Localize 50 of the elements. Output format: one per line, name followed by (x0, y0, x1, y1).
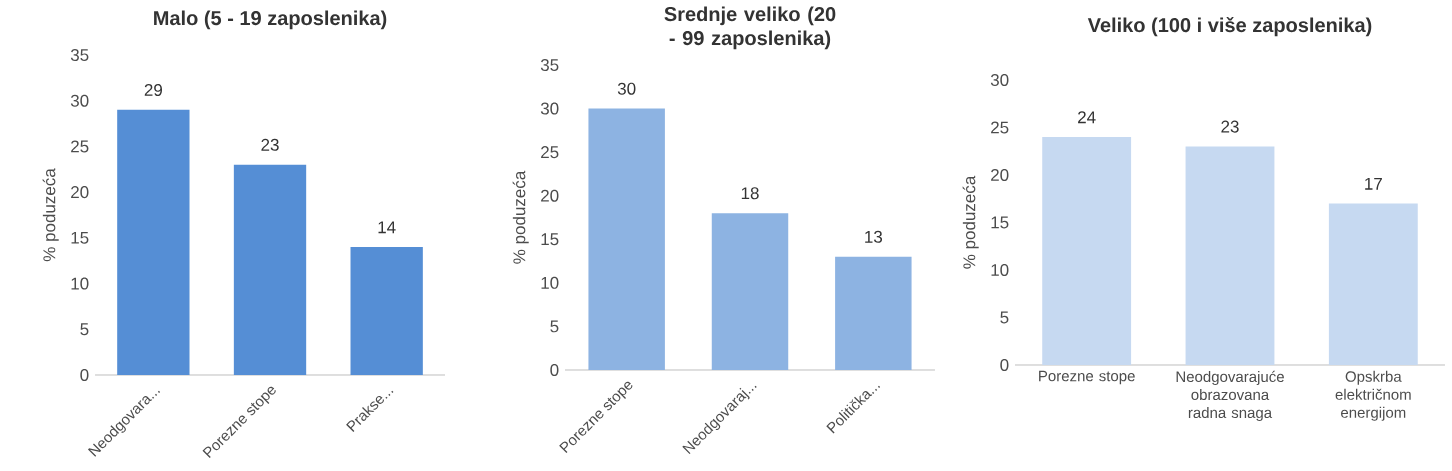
y-tick-label: 0 (1000, 358, 1009, 372)
bar (1185, 146, 1275, 365)
data-label: 24 (1078, 111, 1096, 124)
bar (1328, 203, 1418, 365)
x-tick-label: Porezne stope (1039, 370, 1135, 385)
bar (350, 246, 423, 375)
y-tick-label: 25 (541, 146, 559, 159)
y-tick-label: 20 (541, 189, 559, 202)
y-tick-label: 5 (1000, 311, 1009, 324)
y-tick-label: 5 (550, 320, 559, 333)
bar (233, 164, 307, 375)
y-tick-label: 30 (70, 94, 89, 107)
data-label: 18 (741, 187, 759, 200)
y-tick-label: 35 (70, 48, 89, 62)
chart-title: Srednje veliko (20 - 99 zaposlenika) (664, 6, 836, 50)
bar (711, 213, 789, 370)
y-tick-label: 15 (991, 216, 1009, 229)
x-tick-label: Opskrba električnom energijom (1335, 370, 1411, 421)
y-axis-title: % poduzeća (42, 168, 59, 262)
y-tick-label: 35 (540, 58, 559, 72)
chart-title: Veliko (100 i više zaposlenika) (1087, 17, 1372, 37)
data-label: 17 (1365, 177, 1382, 190)
data-label: 23 (1221, 120, 1239, 133)
y-tick-label: 15 (541, 233, 559, 246)
bar (117, 109, 190, 375)
x-tick-label: Neodgovarajuće obrazovana radna snaga (1176, 370, 1284, 421)
y-axis-title: % poduzeća (962, 175, 979, 269)
y-tick-label: 10 (71, 277, 89, 290)
bar (835, 256, 912, 370)
y-tick-label: 20 (991, 168, 1009, 182)
y-tick-label: 10 (991, 263, 1009, 277)
y-tick-label: 0 (550, 363, 559, 377)
data-label: 30 (617, 82, 636, 95)
y-tick-label: 5 (80, 323, 89, 336)
y-tick-label: 30 (540, 102, 559, 115)
y-tick-label: 25 (71, 140, 89, 153)
data-label: 29 (144, 83, 162, 96)
y-tick-label: 15 (71, 231, 89, 244)
chart-title: Malo (5 - 19 zaposlenika) (154, 10, 387, 30)
y-tick-label: 0 (80, 368, 89, 382)
data-label: 23 (261, 138, 279, 151)
y-tick-label: 25 (991, 121, 1009, 134)
y-axis-title: % poduzeća (512, 170, 529, 264)
y-tick-label: 30 (990, 73, 1009, 87)
bar (588, 108, 665, 370)
bar (1042, 136, 1132, 365)
data-label: 13 (865, 230, 883, 243)
data-label: 14 (378, 221, 396, 234)
y-tick-label: 20 (71, 186, 89, 199)
y-tick-label: 10 (541, 276, 559, 289)
